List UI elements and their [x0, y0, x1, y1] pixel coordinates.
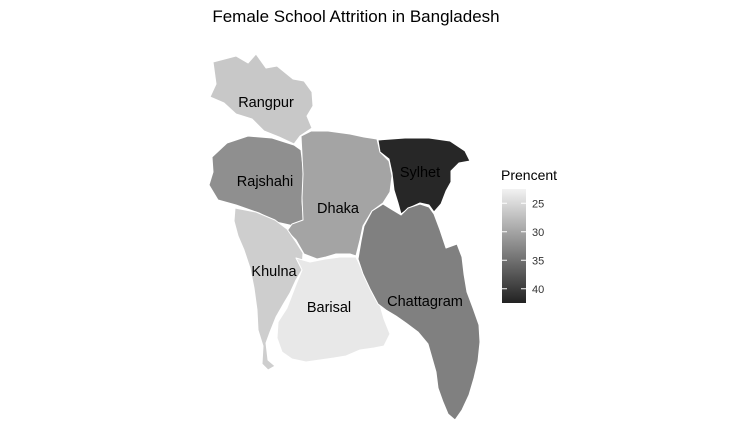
label-khulna: Khulna [251, 264, 297, 280]
label-dhaka: Dhaka [317, 201, 360, 217]
label-rajshahi: Rajshahi [237, 174, 293, 190]
map-title: Female School Attrition in Bangladesh [212, 7, 499, 26]
region-labels: Rangpur Rajshahi Dhaka Sylhet Khulna Bar… [237, 95, 463, 316]
legend-tick-label: 25 [532, 198, 544, 210]
legend-tick-label: 40 [532, 284, 544, 296]
legend-title: Prencent [501, 167, 557, 183]
label-barisal: Barisal [307, 300, 351, 316]
legend-tick-label: 30 [532, 227, 544, 239]
region-rangpur [209, 53, 314, 145]
legend-ticks: 25 30 35 40 [502, 198, 544, 296]
label-rangpur: Rangpur [238, 95, 294, 111]
legend-colorbar [502, 189, 526, 303]
region-barisal [276, 256, 391, 363]
region-dhaka [286, 130, 393, 260]
label-chattagram: Chattagram [387, 294, 463, 310]
legend-tick-label: 35 [532, 255, 544, 267]
region-sylhet [377, 137, 471, 215]
region-khulna [233, 207, 304, 371]
label-sylhet: Sylhet [400, 165, 440, 181]
region-chattagram [357, 203, 481, 421]
map-regions [208, 53, 481, 421]
legend: Prencent 25 30 35 40 [501, 167, 557, 303]
